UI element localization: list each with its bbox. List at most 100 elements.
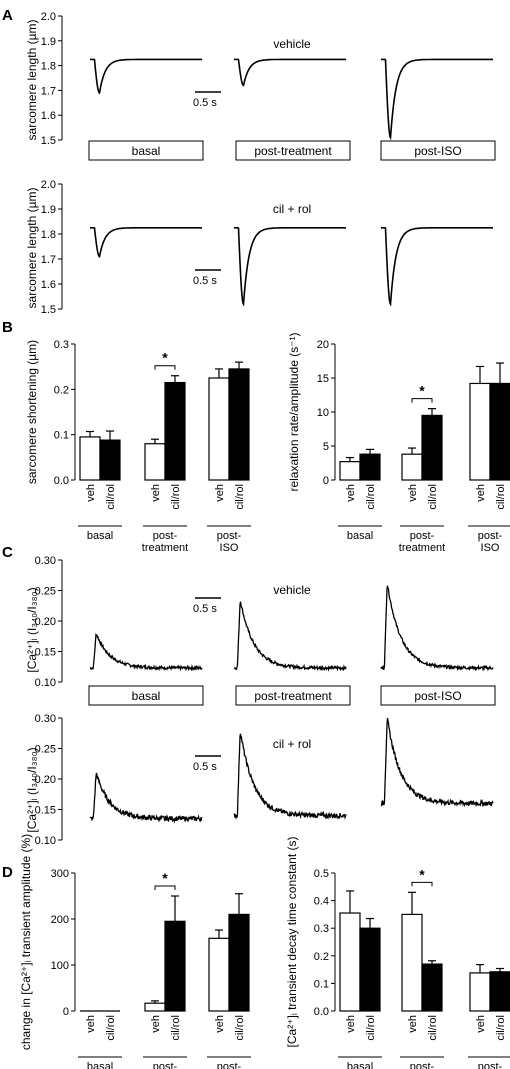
panel-b-right-ytick-label-3: 5	[323, 441, 329, 453]
panel-b-left-group-label-2-0: post-	[217, 530, 242, 542]
condition-label-post-treatment-c: post-treatment	[254, 689, 332, 703]
panel-a-cilrol-ylabel: sarcomere length (µm)	[25, 188, 39, 309]
panel-b-right-bar-1-cilrol	[421, 414, 443, 481]
panel-b-right-group-label-1-1: treatment	[399, 542, 445, 554]
panel-a-vehicle-axis: 2.0 1.9 1.8 1.7 1.6 1.5	[41, 11, 63, 147]
panel-c-cilrol-ytick-label-2: 0.20	[35, 774, 56, 786]
scale-bar-label-c1: 0.5 s	[193, 603, 217, 615]
group-label-cilrol-a: cil + rol	[273, 202, 311, 216]
panel-b-left-group-label-0-0: basal	[87, 530, 113, 542]
panel-a-cilrol-ytick-label-5: 1.5	[41, 304, 56, 316]
panel-d-left-ytick-label-1: 200	[51, 914, 69, 926]
condition-label-basal-a: basal	[132, 144, 161, 158]
panel-b-left-xlabel-2-veh: veh	[214, 484, 226, 502]
panel-d-right-ytick-label-0: 0.5	[314, 868, 329, 880]
panel-b-right-group-label-0-0: basal	[347, 530, 373, 542]
panel-d-left-bar-1-veh	[144, 1002, 166, 1012]
panel-b-left-xlabel-2-cilrol: cil/rol	[234, 484, 246, 510]
panel-b-right-bar-2-cilrol	[489, 382, 510, 481]
panel-b-right-xlabel-1-veh: veh	[407, 484, 419, 502]
panel-b-right-ytick-label-2: 10	[317, 407, 329, 419]
panel-c-cilrol-trace-0	[89, 772, 203, 824]
panel-d-left-xlabel-1-cilrol: cil/rol	[170, 1015, 182, 1041]
panel-b-left-ytick-label-0: 0.3	[54, 339, 69, 351]
panel-b-right-bar-0-veh	[339, 461, 361, 481]
panel-label-c: C	[2, 544, 13, 561]
panel-d-right-xlabel-1-cilrol: cil/rol	[427, 1015, 439, 1041]
panel-a-cilrol-ytick-label-4: 1.6	[41, 279, 56, 291]
panel-c-vehicle-traces	[89, 585, 494, 672]
panel-a-vehicle-trace-0	[90, 58, 202, 95]
panel-a-vehicle-ylabel: sarcomere length (µm)	[25, 20, 39, 141]
panel-a-vehicle-ytick-label-0: 2.0	[41, 11, 56, 23]
panel-b-left-bar-2-veh	[208, 377, 230, 481]
panel-a-cilrol-trace-1	[234, 227, 346, 307]
panel-d-right-group-label-2-0: post-	[478, 1061, 503, 1069]
condition-label-post-iso-a: post-ISO	[414, 144, 461, 158]
panel-b-sarcomere-shortening-chart: 0.3 0.2 0.1 0.0 sarcomere shortening (µm) veh…	[25, 339, 251, 554]
panel-b-right-ytick-label-4: 0	[323, 475, 329, 487]
scale-bar-label-c2: 0.5 s	[193, 761, 217, 773]
group-label-vehicle-a: vehicle	[273, 37, 311, 51]
panel-c-vehicle-ytick-label-1: 0.25	[35, 586, 56, 598]
panel-a-cilrol-ytick-label-3: 1.7	[41, 254, 56, 266]
panel-d-right-bar-0-cilrol	[359, 927, 381, 1012]
panel-d-left-group-label-0-0: basal	[87, 1061, 113, 1069]
scale-bar-label-a1: 0.5 s	[193, 97, 217, 109]
panel-d-left-xlabel-2-cilrol: cil/rol	[234, 1015, 246, 1041]
panel-b-right-ytick-label-1: 15	[317, 373, 329, 385]
panel-d-left-group-label-1-0: post-	[153, 1061, 178, 1069]
panel-d-left-xlabel-2-veh: veh	[214, 1015, 226, 1033]
panel-d-left-xlabel-1-veh: veh	[150, 1015, 162, 1033]
panel-d-right-bar-0-veh	[339, 912, 361, 1012]
panel-c-cilrol-axis: 0.30 0.25 0.20 0.15 0.10	[35, 713, 63, 847]
panel-d-right-group-label-0-0: basal	[347, 1061, 373, 1069]
panel-b-right-xlabel-2-cilrol: cil/rol	[495, 484, 507, 510]
panel-c-vehicle-ytick-label-2: 0.20	[35, 616, 56, 628]
panel-c-cilrol-trace-2	[380, 717, 494, 808]
group-label-cilrol-c: cil + rol	[273, 737, 311, 751]
condition-box-post-iso-c: post-ISO	[380, 685, 496, 706]
panel-b-left-ytick-label-2: 0.1	[54, 430, 69, 442]
panel-c-vehicle-ytick-label-3: 0.15	[35, 647, 56, 659]
panel-d-right-bar-1-cilrol	[421, 963, 443, 1012]
condition-box-post-treatment-c: post-treatment	[235, 685, 351, 706]
panel-d-left-ytick-label-3: 0	[63, 1006, 69, 1018]
panel-b-right-xlabel-1-cilrol: cil/rol	[427, 484, 439, 510]
panel-a-cilrol-traces	[90, 227, 493, 307]
panel-b-left-sig-star-1: *	[162, 350, 168, 366]
condition-label-post-iso-c: post-ISO	[414, 689, 461, 703]
panel-d-right-sig-bracket-1	[411, 881, 433, 887]
panel-c-cilrol-trace-1	[233, 733, 347, 820]
condition-box-basal-a: basal	[88, 140, 204, 161]
panel-b-right-xlabel-0-cilrol: cil/rol	[365, 484, 377, 510]
panel-d-right-ytick-label-4: 0.1	[314, 978, 329, 990]
panel-a-vehicle-ytick-label-5: 1.5	[41, 135, 56, 147]
panel-b-right-group-label-1-0: post-	[410, 530, 435, 542]
panel-b-right-sig-star-1: *	[419, 383, 425, 399]
panel-b-left-bar-1-cilrol	[164, 381, 186, 481]
panel-d-left-ytick-label-2: 100	[51, 960, 69, 972]
panel-c-vehicle-ytick-label-4: 0.10	[35, 677, 56, 689]
panel-d-decay-time-constant-chart: 0.5 0.4 0.3 0.2 0.1 0.0 [Ca²⁺]ᵢ transient deca…	[285, 837, 510, 1069]
panel-d-right-ytick-label-1: 0.4	[314, 896, 329, 908]
panel-a-cilrol-trace-0	[90, 227, 202, 258]
panel-d-right-xlabel-1-veh: veh	[407, 1015, 419, 1033]
panel-c-vehicle-trace-2	[380, 585, 494, 672]
panel-a-cilrol-axis: 2.0 1.9 1.8 1.7 1.6 1.5	[41, 179, 63, 316]
panel-d-right-ylabel: [Ca²⁺]ᵢ transient decay time constant (s…	[285, 837, 299, 1048]
panel-d-right-bar-2-veh	[469, 972, 491, 1012]
panel-a-vehicle-ytick-label-2: 1.8	[41, 61, 56, 73]
panel-d-transient-amplitude-chart: 300 200 100 0 change in [Ca²⁺]ᵢ transient am…	[19, 834, 251, 1069]
panel-d-left-group-label-2-0: post-	[217, 1061, 242, 1069]
panel-b-left-group-label-1-0: post-	[153, 530, 178, 542]
panel-d-right-ytick-label-3: 0.2	[314, 951, 329, 963]
condition-box-basal-c: basal	[88, 685, 204, 706]
panel-a-cilrol-ytick-label-2: 1.8	[41, 229, 56, 241]
panel-label-a: A	[2, 7, 13, 24]
panel-d-left-sig-bracket-1	[154, 885, 176, 890]
panel-a-vehicle-traces	[90, 58, 493, 141]
panel-b-left-xlabel-1-cilrol: cil/rol	[170, 484, 182, 510]
panel-b-left-bar-0-cilrol	[99, 439, 121, 481]
